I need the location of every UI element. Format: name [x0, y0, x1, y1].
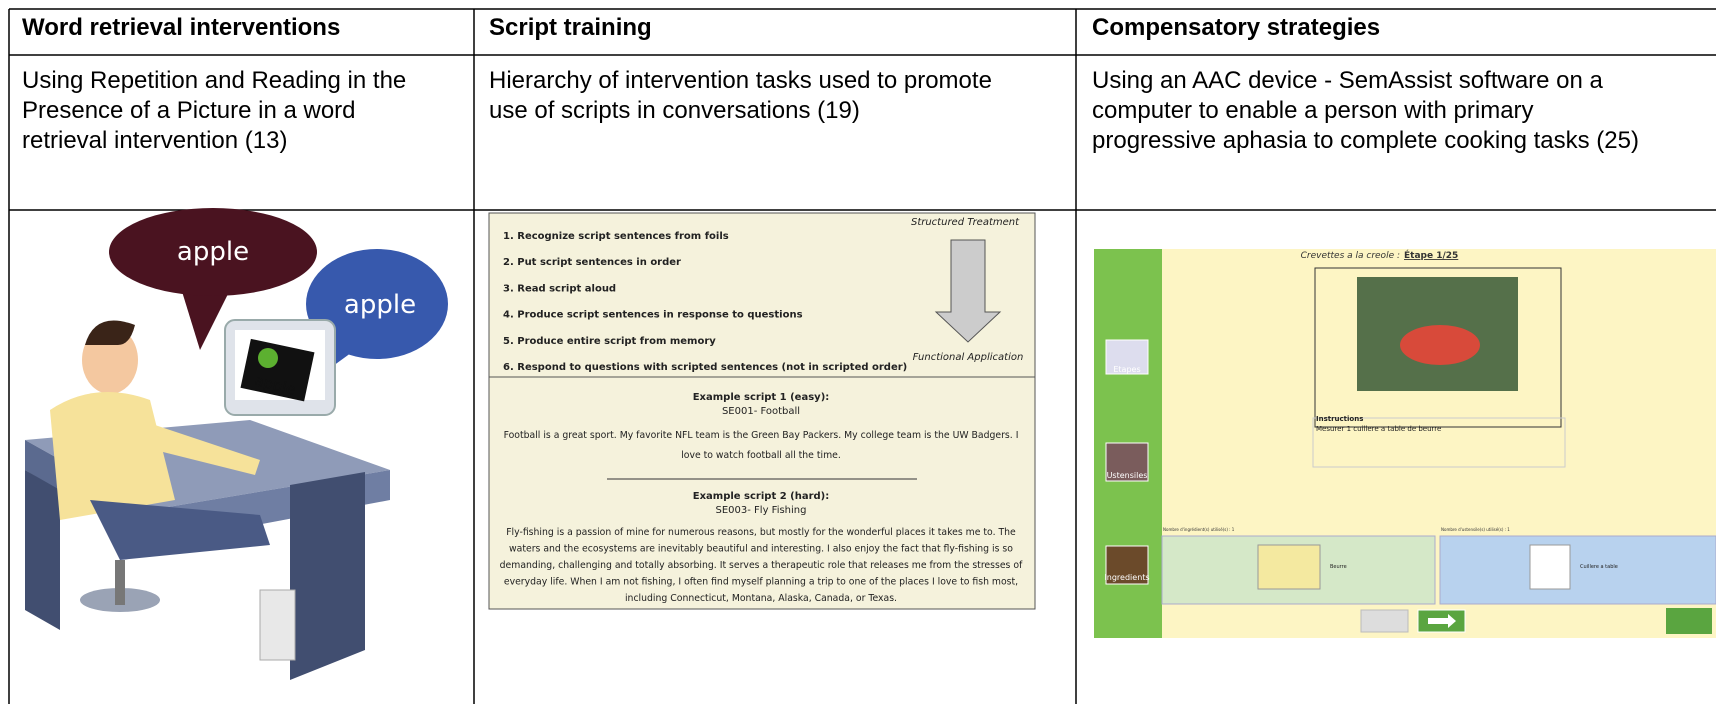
example-line: including Connecticut, Montana, Alaska, …	[625, 593, 897, 604]
script-step: 3. Read script aloud	[503, 283, 616, 294]
count-label: Nombre d'ingrédient(s) utilisé(s) : 1	[1163, 527, 1235, 532]
ingredient-label: Beurre	[1330, 564, 1347, 570]
example-line: demanding, challenging and totally absor…	[500, 560, 1023, 571]
side-label: Ustensiles	[1107, 471, 1148, 480]
example-id: SE001- Football	[722, 406, 800, 417]
example-id: SE003- Fly Fishing	[716, 505, 807, 516]
instructions-text: Mesurer 1 cuillere a table de beurre	[1316, 425, 1441, 433]
instructions-title: Instructions	[1316, 415, 1363, 423]
compensatory-figure: Crevettes a la creole : Étape 1/25 Instr…	[1094, 249, 1716, 638]
side-label: Etapes	[1113, 365, 1140, 374]
description: Hierarchy of intervention tasks used to …	[489, 66, 992, 126]
column-header: Compensatory strategies	[1092, 14, 1381, 41]
description-line: progressive aphasia to complete cooking …	[1092, 127, 1639, 154]
count-label: Nombre d'ustensile(s) utilisé(s) : 1	[1441, 527, 1510, 532]
word-retrieval-figure: apple apple apple	[25, 208, 448, 680]
script-step: 6. Respond to questions with scripted se…	[503, 362, 907, 373]
speech-bubble-text: apple	[344, 290, 416, 320]
example-line: everyday life. When I am not fishing, I …	[504, 577, 1018, 588]
script-step: 4. Produce script sentences in response …	[503, 310, 803, 321]
description-line: use of scripts in conversations (19)	[489, 97, 860, 124]
example-line: Fly-fishing is a passion of mine for num…	[506, 527, 1016, 538]
description: Using Repetition and Reading in the Prese…	[22, 66, 406, 156]
utensil-label: Cuillere a table	[1580, 564, 1618, 570]
description-line: Hierarchy of intervention tasks used to …	[489, 67, 992, 94]
description-line: Using Repetition and Reading in the	[22, 67, 407, 94]
speech-bubble-text: apple	[177, 237, 249, 267]
example-line: waters and the ecosystems are inevitably…	[509, 544, 1013, 555]
example-line: love to watch football all the time.	[681, 450, 841, 461]
scale-label: Structured Treatment	[911, 217, 1020, 228]
description-line: Using an AAC device - SemAssist software…	[1092, 67, 1603, 94]
column-header: Word retrieval interventions	[22, 14, 341, 41]
script-step: 5. Produce entire script from memory	[503, 336, 716, 347]
script-step: 2. Put script sentences in order	[503, 257, 681, 268]
scale-label: Functional Application	[913, 352, 1024, 363]
side-label: Ingredients	[1104, 573, 1149, 582]
description-line: computer to enable a person with primary	[1092, 97, 1534, 124]
example-line: Football is a great sport. My favorite N…	[504, 430, 1019, 441]
example-title: Example script 1 (easy):	[693, 392, 830, 403]
column-header: Script training	[489, 14, 652, 41]
example-title: Example script 2 (hard):	[693, 491, 830, 502]
description-line: retrieval intervention (13)	[22, 127, 288, 154]
table-grid	[8, 8, 1716, 704]
description-line: Presence of a Picture in a word	[22, 97, 356, 124]
recipe-step: Étape 1/25	[1404, 249, 1458, 261]
description: Using an AAC device - SemAssist software…	[1092, 66, 1639, 156]
recipe-title: Crevettes a la creole :	[1301, 251, 1400, 261]
script-training-figure: Structured Treatment Functional Applicat…	[488, 212, 1036, 610]
script-step: 1. Recognize script sentences from foils	[503, 231, 729, 242]
